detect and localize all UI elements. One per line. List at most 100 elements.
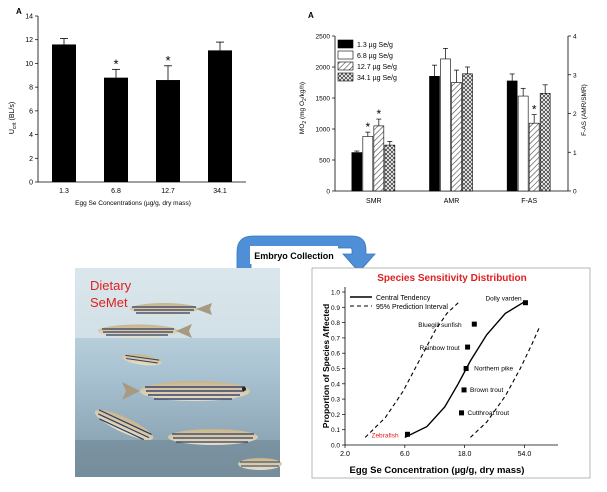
p2-left-y-tick-label: 1500 [316,96,331,103]
p1-y-tick-label: 8 [29,85,33,92]
p3-title: Species Sensitivity Distribution [377,273,526,284]
p2-bar [506,80,518,192]
p2-legend-swatch [337,72,354,82]
p2-bar [362,136,374,192]
p3-data-point [463,366,469,371]
p1-x-tick-label: 1.3 [59,188,69,195]
p3-y-tick-label: 0.4 [331,381,340,388]
p1-bar [156,80,180,182]
p3-species-label: Cutthroat trout [468,410,510,417]
p3-species-label: Zebrafish [371,432,398,439]
p3-y-axis-label: Proportion of Species Affected [321,304,331,428]
p2-bar [429,76,440,192]
p1-y-tick-label: 10 [25,61,33,68]
p1-x-tick-label: 6.8 [111,188,121,195]
p1-panel-label: A [16,7,22,16]
p2-legend-swatch [337,50,354,60]
metabolic-rate-bar-chart: A MO2 (mg O2/kg/h) F-AS (AMR/SMR) 050010… [299,11,588,205]
p3-x-tick-label: 6.0 [400,451,410,458]
p3-species-label: Brown trout [470,387,503,394]
p2-right-y-tick-label: 3 [573,72,577,79]
p1-x-tick-label: 12.7 [161,188,175,195]
p2-bar [528,122,540,192]
p2-panel-label: A [308,11,314,20]
p2-right-y-tick-label: 4 [573,34,577,41]
zebrafish-icon [238,458,282,470]
zebrafish-group [94,303,282,470]
p1-significance-mark: * [165,53,170,68]
p2-left-y-tick-label: 0 [326,189,330,196]
p2-bar [451,82,462,192]
p2-bar [462,73,473,192]
zebrafish-icon [122,354,162,366]
p2-legend: 1.3 µg Se/g 6.8 µg Se/g 12.7 µg Se/g 34.1 µ… [337,39,397,82]
p3-y-tick-label: 0.8 [331,320,340,327]
p2-left-y-axis-label: MO2 (mg O2/kg/h) [299,82,308,134]
p1-y-tick-label: 4 [29,132,33,139]
p1-significance-mark: * [113,56,118,71]
p2-right-y-tick-label: 0 [573,189,577,196]
p3-y-tick-label: 0.1 [331,427,340,434]
p1-y-tick-label: 0 [29,180,33,187]
p2-significance-mark: * [532,103,537,117]
p3-species-label: Northern pike [474,366,513,373]
p1-y-tick-label: 6 [29,108,33,115]
ucrit-bar-chart: A Ucrit (BL/s) Egg Se Concentrations (µg… [9,7,246,207]
p1-bar [104,77,128,182]
p3-y-tick-label: 1.0 [331,290,340,297]
embryo-collection-label: Embryo Collection [254,251,334,261]
p3-species-label: Dolly varden [485,296,522,303]
p2-right-y-tick-label: 2 [573,111,577,118]
p2-left-y-tick-label: 500 [319,158,330,165]
p2-significance-mark: * [376,107,381,121]
p3-data-point [471,321,477,327]
p3-frame [311,267,591,479]
p3-x-tick-label: 18.0 [458,451,472,458]
p3-species-label: Rainbow trout [420,345,460,352]
p2-legend-label: 12.7 µg Se/g [357,64,397,71]
p1-y-axis-label: Ucrit (BL/s) [9,102,18,134]
p3-legend-label: 95% Prediction Interval [376,304,448,311]
p1-x-axis-label: Egg Se Concentrations (µg/g, dry mass) [75,200,191,207]
p1-y-tick-label: 12 [25,37,33,44]
p3-y-tick-label: 0.7 [331,335,340,342]
p2-bar [517,95,529,192]
p3-y-tick-label: 0.0 [331,443,340,450]
p1-bar [52,44,76,183]
dietary-label: Dietary [90,278,132,293]
p3-y-tick-label: 0.2 [331,412,340,419]
p2-legend-swatch [337,61,354,71]
p2-x-tick-label: F-AS [521,198,537,205]
p3-data-point [465,344,471,350]
p3-central-tendency-line [404,300,526,439]
p2-legend-label: 34.1 µg Se/g [357,75,397,82]
p3-y-tick-label: 0.9 [331,305,340,312]
p3-legend-label: Central Tendency [376,295,431,302]
p2-right-y-axis-label: F-AS (AMR/SMR) [581,84,588,136]
p2-bar [440,58,451,192]
p2-bar [384,144,396,192]
p1-y-tick-label: 2 [29,156,33,163]
zebrafish-icon [168,429,258,445]
p3-data-point [404,431,410,437]
p2-x-tick-label: SMR [366,198,382,205]
p3-data-point [522,300,528,306]
p1-x-tick-label: 34.1 [213,188,227,195]
p3-species-label: Bluegill sunfish [418,322,462,329]
p1-y-tick-label: 14 [25,14,33,21]
p1-bar [208,50,232,183]
p3-y-tick-label: 0.6 [331,351,340,358]
embryo-collection-arrow: Embryo Collection [236,235,376,279]
p2-legend-label: 6.8 µg Se/g [357,53,393,60]
embryo-label-box [250,246,338,264]
zebrafish-icon [122,381,250,401]
p2-bar [539,93,551,192]
p3-prediction-interval-lower-line [364,300,461,438]
semet-label: SeMet [90,295,128,310]
p2-x-tick-label: AMR [444,198,460,205]
p3-y-tick-label: 0.3 [331,397,340,404]
zebrafish-icon [98,324,192,338]
p3-prediction-interval-upper-line [470,325,541,438]
species-sensitivity-chart: Species Sensitivity Distribution Proport… [311,267,591,479]
